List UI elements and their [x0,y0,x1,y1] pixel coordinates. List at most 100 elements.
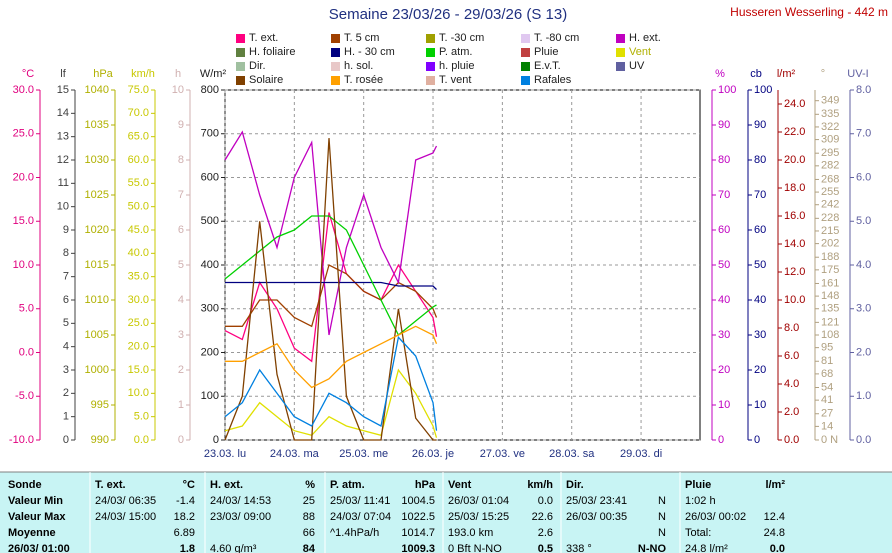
tick-label: 0 N [821,434,838,446]
tick-label: 10.0 [13,259,34,271]
tick-label: -10.0 [9,434,34,446]
tick-label: 800 [201,84,219,96]
table-cell: N [658,527,666,539]
tick-label: 4.0 [856,259,871,271]
table-cell: 0.0 [538,495,553,507]
tick-label: 322 [821,121,839,133]
tick-label: 14 [57,107,69,119]
table-cell: 24/03/ 06:35 [95,495,156,507]
tick-label: 0.0 [19,346,34,358]
tick-label: 54 [821,381,833,393]
tick-label: 202 [821,238,839,250]
tick-label: 6.0 [784,350,799,362]
axis-title: W/m² [200,68,227,80]
tick-label: 11 [58,177,69,189]
tick-label: 3 [63,364,69,376]
tick-label: 1005 [85,329,109,341]
tick-label: 65.0 [128,131,149,143]
tick-label: 10 [754,399,766,411]
tick-label: 25.0 [128,317,149,329]
table-cell: 24/03/ 14:53 [210,495,271,507]
tick-label: 20 [754,364,766,376]
tick-label: 100 [201,390,219,402]
tick-label: 60 [718,224,730,236]
legend-swatch [521,34,530,43]
tick-label: 95 [821,342,833,354]
tick-label: 18.0 [784,182,805,194]
tick-label: 30 [718,329,730,341]
tick-label: 6.0 [856,171,871,183]
tick-label: 12.0 [784,266,805,278]
table-cell: 0.0 [770,543,785,553]
legend-label: H. foliaire [249,46,295,58]
tick-label: 242 [821,199,839,211]
table-cell: N-NO [638,543,667,553]
table-header: H. ext. [210,479,243,491]
tick-label: 4.0 [784,378,799,390]
table-cell: 23/03/ 09:00 [210,511,271,523]
legend-label: Dir. [249,60,266,72]
table-cell: 22.6 [532,511,553,523]
tick-label: 282 [821,160,839,172]
table-header-unit: hPa [415,479,436,491]
axis-title: UV-I [847,68,868,80]
legend-swatch [521,76,530,85]
tick-label: 1000 [85,364,109,376]
tick-label: 3 [178,329,184,341]
tick-label: 200 [201,346,219,358]
tick-label: 7.0 [856,128,871,140]
x-tick-label: 28.03. sa [549,448,595,460]
table-cell: 26/03/ 00:02 [685,511,746,523]
legend-swatch [331,62,340,71]
axis-title: l/m² [777,68,796,80]
tick-label: 4 [63,341,69,353]
tick-label: 14 [821,420,833,432]
legend-swatch [521,48,530,57]
axis-title: hPa [93,68,113,80]
legend-swatch [426,76,435,85]
legend-swatch [426,48,435,57]
table-cell: 88 [303,511,315,523]
x-tick-label: 26.03. je [412,448,454,460]
tick-label: 30 [754,329,766,341]
tick-label: 24.0 [784,98,805,110]
tick-label: 108 [821,329,839,341]
legend-swatch [236,76,245,85]
tick-label: 14.0 [784,238,805,250]
tick-label: 20.0 [784,154,805,166]
table-cell: 25 [303,495,315,507]
tick-label: 1 [63,411,69,423]
tick-label: 1010 [85,294,109,306]
tick-label: 700 [201,128,219,140]
chart-title: Semaine 23/03/26 - 29/03/26 (S 13) [329,6,568,23]
legend-swatch [236,48,245,57]
tick-label: 335 [821,108,839,120]
table-cell: 0 Bft N-NO [448,543,502,553]
table-header: Sonde [8,479,42,491]
series-line [224,138,437,441]
tick-label: 500 [201,215,219,227]
tick-label: 16.0 [784,210,805,222]
tick-label: 228 [821,212,839,224]
tick-label: 6 [178,224,184,236]
axis-title: km/h [131,68,155,80]
tick-label: 349 [821,95,839,107]
tick-label: 20.0 [128,341,149,353]
tick-label: 15.0 [13,215,34,227]
tick-label: 5 [63,317,69,329]
tick-label: 50 [718,259,730,271]
legend-label: T. -30 cm [439,32,484,44]
table-cell: 0.5 [538,543,553,553]
tick-label: 295 [821,147,839,159]
table-cell: 1022.5 [401,511,435,523]
table-header-unit: % [305,479,315,491]
tick-label: 80 [754,154,766,166]
legend-swatch [236,62,245,71]
tick-label: 6 [63,294,69,306]
tick-label: 9 [63,224,69,236]
tick-label: 5 [178,259,184,271]
tick-label: 70 [754,189,766,201]
table-cell: 193.0 km [448,527,493,539]
table-cell: 26/03/ 01:04 [448,495,509,507]
